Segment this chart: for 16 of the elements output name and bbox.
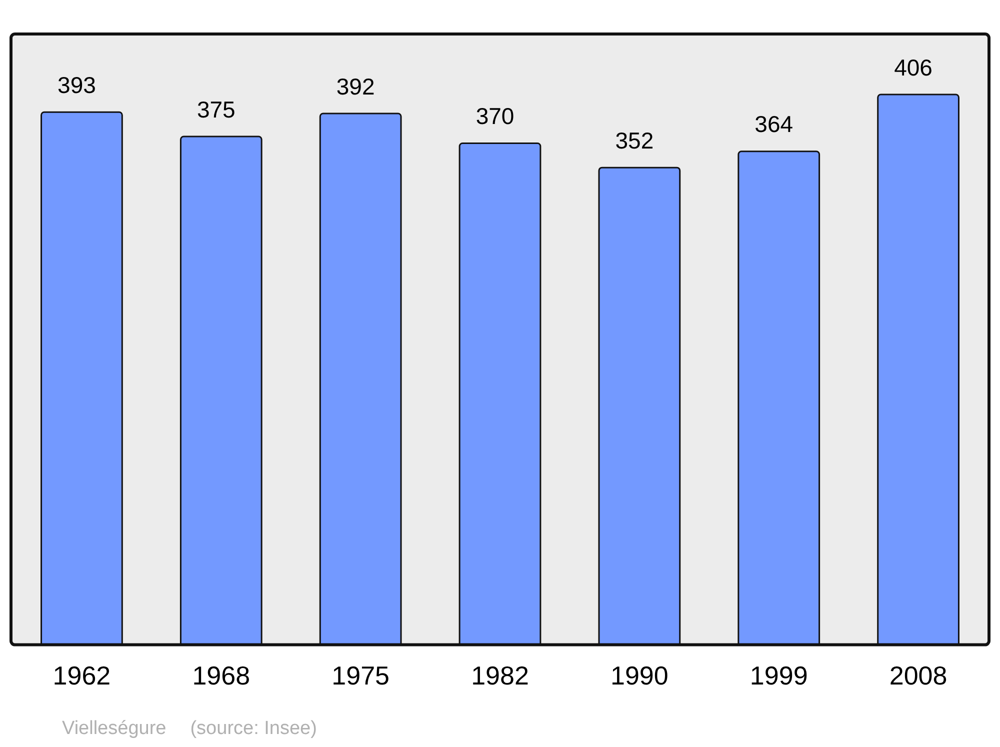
data-label: 375	[196, 96, 236, 122]
x-tick-label: 1982	[471, 660, 529, 691]
data-label: 352	[615, 127, 654, 154]
text: Vielleségure	[62, 718, 166, 739]
data-label: 406	[894, 54, 932, 80]
data-label: 364	[754, 111, 794, 138]
text: (source: Insee)	[190, 718, 317, 739]
x-tick-label: 1962	[52, 660, 111, 691]
data-label: 393	[58, 72, 96, 98]
x-tick-label: 1999	[750, 660, 808, 691]
x-tick-label: 1990	[610, 660, 668, 691]
x-tick-label: 1975	[332, 660, 390, 691]
x-tick-label: 2008	[889, 660, 948, 691]
data-label: 370	[476, 103, 514, 130]
data-label: 392	[336, 73, 375, 100]
x-tick-label: 1968	[192, 660, 250, 691]
